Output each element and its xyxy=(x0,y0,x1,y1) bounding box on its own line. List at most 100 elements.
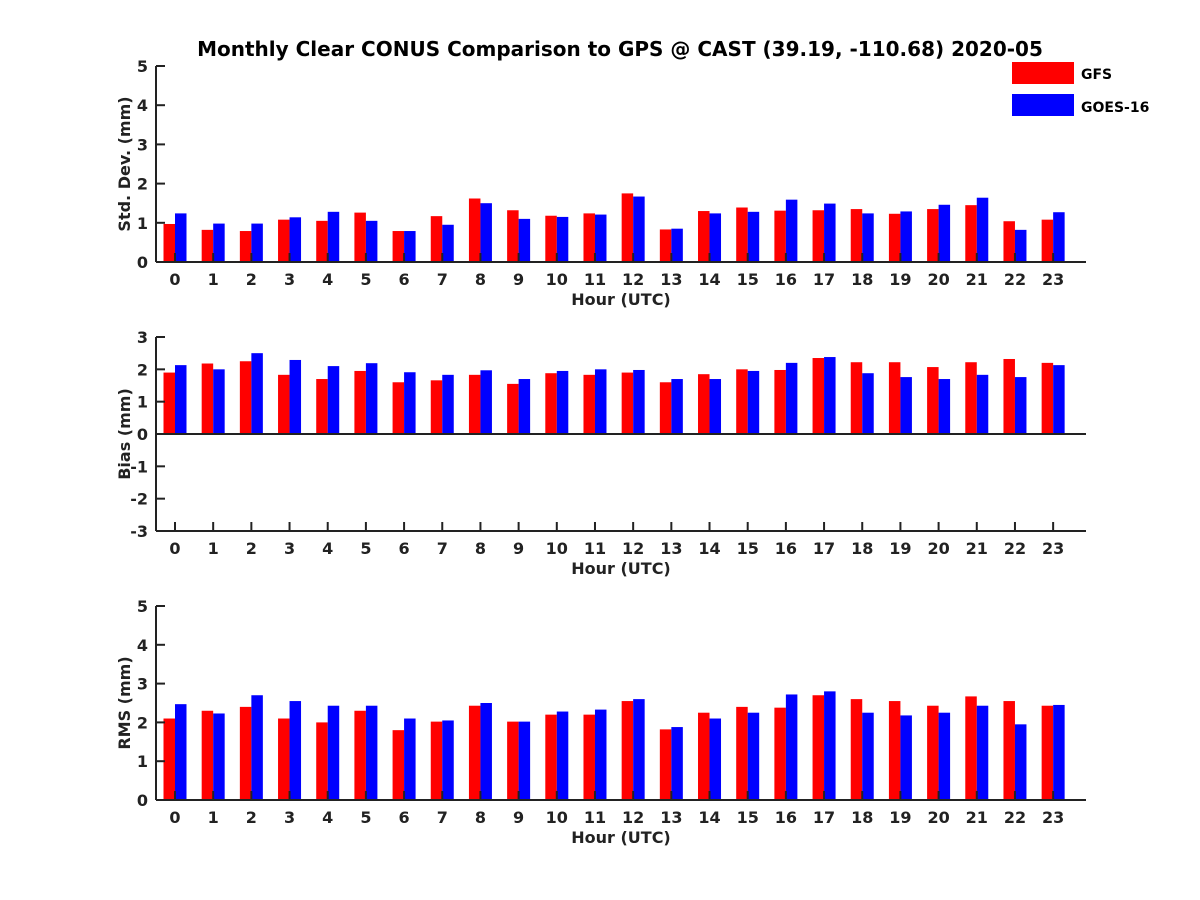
bar-goes16-0 xyxy=(175,365,187,434)
bar-goes16-23 xyxy=(1053,212,1065,262)
y-axis-label: Std. Dev. (mm) xyxy=(115,96,134,231)
y-axis-label: Bias (mm) xyxy=(115,388,134,480)
bar-gfs-0 xyxy=(163,372,175,434)
legend-swatch-goes16 xyxy=(1012,94,1074,116)
bar-gfs-2 xyxy=(239,706,252,800)
x-tick-label: 23 xyxy=(1042,270,1064,289)
bar-goes16-10 xyxy=(556,216,569,262)
x-tick-label: 20 xyxy=(927,808,949,827)
bar-goes16-2 xyxy=(251,353,263,434)
x-tick-label: 3 xyxy=(284,808,295,827)
bar-goes16-20 xyxy=(938,204,951,262)
bar-gfs-8 xyxy=(468,198,481,262)
x-tick-label: 18 xyxy=(851,808,873,827)
x-tick-label: 3 xyxy=(284,539,295,558)
bar-gfs-18 xyxy=(850,209,863,262)
bar-goes16-6 xyxy=(404,718,416,800)
bar-goes16-1 xyxy=(213,369,225,434)
x-tick-label: 20 xyxy=(927,270,949,289)
bar-goes16-17 xyxy=(824,203,836,262)
bar-gfs-9 xyxy=(507,210,519,262)
bar-gfs-2 xyxy=(239,231,252,262)
bar-goes16-22 xyxy=(1014,377,1027,434)
x-tick-label: 10 xyxy=(546,270,568,289)
bar-goes16-19 xyxy=(900,377,912,434)
bar-gfs-22 xyxy=(1003,701,1015,800)
x-tick-label: 6 xyxy=(399,808,410,827)
x-tick-label: 16 xyxy=(775,539,797,558)
bar-goes16-6 xyxy=(404,231,416,262)
x-tick-label: 2 xyxy=(246,808,257,827)
bar-gfs-21 xyxy=(965,205,977,262)
x-tick-label: 0 xyxy=(169,808,180,827)
bar-goes16-17 xyxy=(824,357,836,434)
bar-goes16-10 xyxy=(556,711,569,800)
bar-goes16-7 xyxy=(442,720,454,800)
bar-goes16-7 xyxy=(442,374,454,434)
bar-goes16-20 xyxy=(938,712,951,800)
y-tick-label: 4 xyxy=(137,636,148,655)
bar-gfs-18 xyxy=(850,699,863,800)
y-tick-label: 2 xyxy=(137,360,148,379)
bar-goes16-12 xyxy=(633,699,645,800)
bar-goes16-6 xyxy=(404,372,416,434)
bar-goes16-7 xyxy=(442,224,454,262)
y-tick-label: -1 xyxy=(130,457,148,476)
x-tick-label: 7 xyxy=(437,270,448,289)
bar-gfs-21 xyxy=(965,696,977,800)
bar-gfs-20 xyxy=(927,367,939,434)
bar-goes16-16 xyxy=(785,362,798,434)
bar-gfs-21 xyxy=(965,362,977,434)
bar-goes16-15 xyxy=(747,211,760,262)
bar-goes16-16 xyxy=(785,199,798,262)
x-tick-label: 11 xyxy=(584,539,606,558)
x-tick-label: 20 xyxy=(927,539,949,558)
bar-goes16-2 xyxy=(251,223,263,262)
bar-gfs-13 xyxy=(659,382,672,434)
bar-goes16-20 xyxy=(938,379,951,434)
bar-goes16-0 xyxy=(175,213,187,262)
bar-goes16-19 xyxy=(900,211,912,262)
bar-gfs-17 xyxy=(812,695,825,800)
x-tick-label: 14 xyxy=(698,808,720,827)
y-tick-label: 0 xyxy=(137,253,148,272)
x-tick-label: 22 xyxy=(1004,539,1026,558)
x-tick-label: 2 xyxy=(246,270,257,289)
y-tick-label: 2 xyxy=(137,713,148,732)
y-axis-label: RMS (mm) xyxy=(115,656,134,749)
x-tick-label: 8 xyxy=(475,808,486,827)
bar-gfs-10 xyxy=(545,215,557,262)
bar-gfs-4 xyxy=(316,379,328,434)
x-tick-label: 22 xyxy=(1004,808,1026,827)
bar-goes16-9 xyxy=(518,379,531,434)
bar-gfs-18 xyxy=(850,362,863,434)
x-tick-label: 14 xyxy=(698,539,720,558)
x-tick-label: 10 xyxy=(546,808,568,827)
bar-gfs-20 xyxy=(927,209,939,262)
bar-goes16-19 xyxy=(900,715,912,800)
x-tick-label: 1 xyxy=(208,270,219,289)
x-tick-label: 21 xyxy=(966,539,988,558)
bar-goes16-11 xyxy=(594,214,607,262)
bar-goes16-12 xyxy=(633,196,645,262)
x-tick-label: 9 xyxy=(513,270,524,289)
bar-gfs-15 xyxy=(736,207,748,262)
bar-gfs-1 xyxy=(201,710,214,800)
bar-gfs-9 xyxy=(507,721,519,800)
x-axis-label: Hour (UTC) xyxy=(571,559,671,578)
x-tick-label: 6 xyxy=(399,539,410,558)
x-tick-label: 16 xyxy=(775,270,797,289)
legend-label-gfs: GFS xyxy=(1081,67,1112,83)
bar-goes16-1 xyxy=(213,223,225,262)
x-tick-label: 5 xyxy=(360,539,371,558)
bar-goes16-22 xyxy=(1014,229,1027,262)
bar-goes16-3 xyxy=(289,359,302,434)
bar-gfs-22 xyxy=(1003,221,1015,262)
bar-gfs-15 xyxy=(736,369,748,434)
x-tick-label: 13 xyxy=(660,539,682,558)
bar-goes16-13 xyxy=(671,228,683,262)
bar-goes16-13 xyxy=(671,727,683,800)
bar-gfs-17 xyxy=(812,358,825,434)
